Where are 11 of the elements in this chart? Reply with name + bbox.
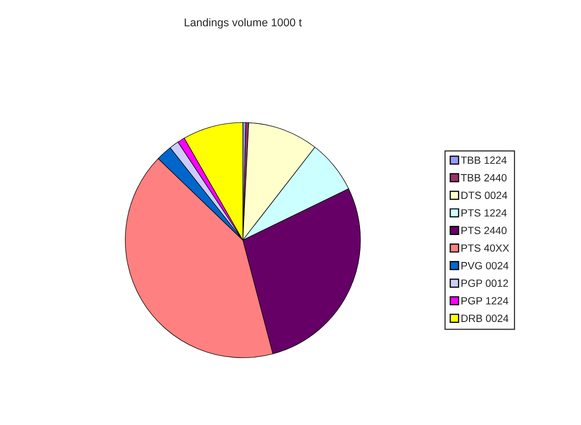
legend-label: DTS 0024 — [462, 192, 508, 200]
chart-title: Landings volume 1000 t — [184, 18, 302, 29]
legend-label: DRB 0024 — [462, 314, 508, 322]
legend-label: TBB 1224 — [460, 156, 507, 164]
legend-label: PVG 0024 — [462, 262, 508, 270]
legend-label: TBB 2440 — [460, 174, 507, 182]
legend-label: PTS 40XX — [462, 244, 510, 252]
legend-label: PGP 1224 — [462, 297, 508, 304]
legend-label: PGP 0012 — [462, 280, 508, 287]
legend-label: PTS 1224 — [462, 209, 507, 217]
legend-label: PTS 2440 — [462, 226, 507, 234]
